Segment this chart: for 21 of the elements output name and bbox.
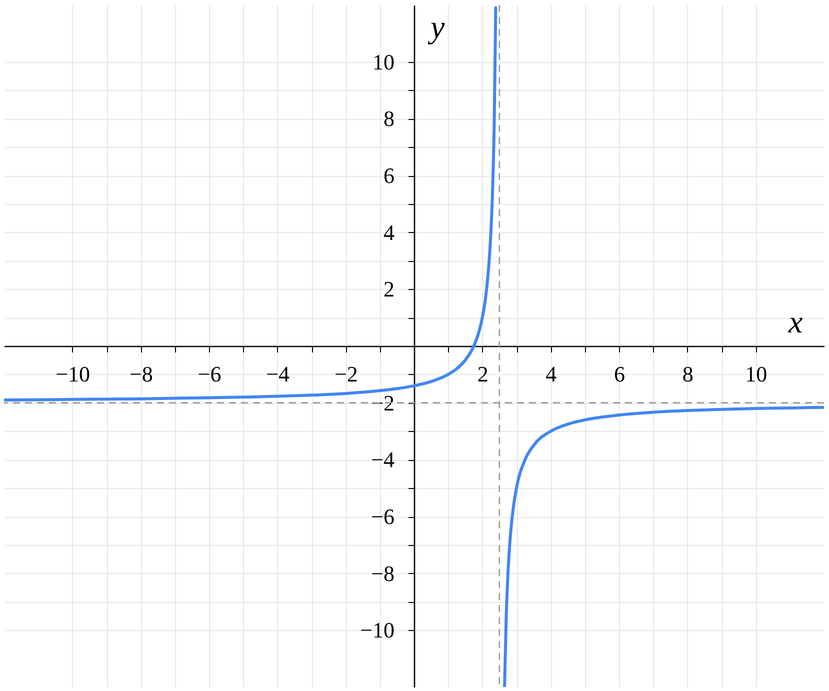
x-tick-label: −6 — [198, 362, 222, 386]
x-tick-label: −2 — [334, 362, 358, 386]
x-axis-title: x — [788, 304, 803, 340]
y-tick-label: 10 — [372, 49, 394, 74]
x-tick-label: 6 — [614, 362, 625, 386]
x-tick-label: −10 — [56, 362, 90, 386]
y-tick-label: −10 — [360, 618, 394, 643]
y-tick-label: 8 — [384, 106, 394, 132]
x-tick-label: −8 — [129, 362, 153, 386]
x-tick-label: 10 — [745, 362, 768, 386]
y-tick-label: −6 — [371, 504, 394, 529]
y-tick-label: 2 — [384, 276, 394, 302]
y-tick-label: −8 — [371, 560, 394, 586]
y-axis-title: y — [428, 8, 446, 44]
y-tick-label: 4 — [384, 220, 394, 245]
x-tick-label: 2 — [477, 362, 488, 386]
x-tick-label: 4 — [546, 362, 557, 386]
x-tick-label: 8 — [682, 362, 694, 386]
x-tick-label: −4 — [266, 362, 290, 386]
y-tick-label: 6 — [384, 163, 394, 188]
y-tick-label: −4 — [371, 447, 394, 472]
